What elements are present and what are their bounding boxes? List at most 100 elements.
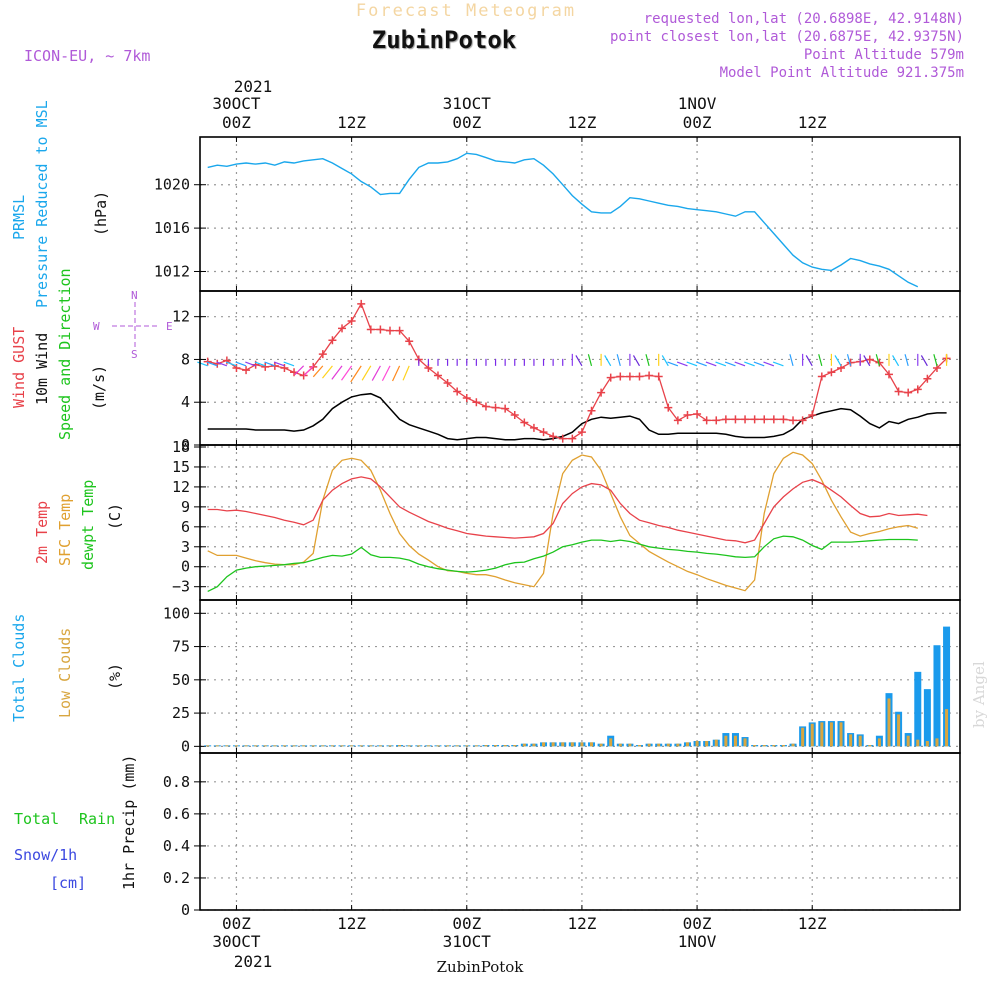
temp-unit: (C) bbox=[106, 503, 124, 530]
compass-e: E bbox=[166, 320, 173, 333]
low-cloud-bar bbox=[369, 745, 373, 747]
wind-gust-point bbox=[261, 362, 270, 371]
wind-gust-point bbox=[577, 428, 586, 437]
low-cloud-bar bbox=[465, 745, 469, 747]
low-cloud-bar bbox=[829, 722, 833, 747]
low-cloud-bar bbox=[225, 745, 229, 747]
pressure-unit: (hPa) bbox=[92, 191, 110, 236]
top-year: 2021 bbox=[234, 77, 273, 96]
wind-ytick-label: 4 bbox=[181, 393, 190, 411]
wind-gust-point bbox=[635, 372, 644, 381]
wind-gust-point bbox=[222, 356, 231, 365]
wind-gust-point bbox=[721, 415, 730, 424]
wind-gust-point bbox=[501, 404, 510, 413]
temp-sfc-label: SFC Temp bbox=[56, 494, 74, 566]
bottom-year: 2021 bbox=[234, 952, 273, 971]
low-cloud-bar bbox=[868, 745, 872, 747]
low-cloud-bar bbox=[359, 745, 363, 747]
low-cloud-bar bbox=[292, 745, 296, 747]
low-cloud-bar bbox=[849, 734, 853, 747]
wind-gust-point bbox=[817, 372, 826, 381]
location-title: ZubinPotok bbox=[372, 26, 517, 54]
wind-direction-arrow bbox=[303, 365, 314, 376]
wind-unit: (m/s) bbox=[90, 365, 108, 410]
wind-gust-point bbox=[309, 362, 318, 371]
wind-direction-arrow bbox=[846, 354, 852, 367]
wind-gust-point bbox=[798, 416, 807, 425]
wind-gust-point bbox=[760, 415, 769, 424]
low-cloud-bar bbox=[820, 722, 824, 747]
low-cloud-bar bbox=[743, 738, 747, 747]
top-hour-label: 00Z bbox=[222, 113, 251, 132]
low-cloud-bar bbox=[436, 745, 440, 747]
wind-gust-point bbox=[366, 325, 375, 334]
low-cloud-bar bbox=[474, 745, 478, 747]
wind-panel-frame bbox=[199, 290, 961, 446]
total-cloud-bar bbox=[943, 626, 951, 747]
wind-direction-arrow bbox=[322, 365, 333, 379]
low-cloud-bar bbox=[916, 739, 920, 747]
wind-gust-point bbox=[539, 428, 548, 437]
wind-direction-arrow bbox=[772, 361, 784, 367]
pressure-ytick-label: 1012 bbox=[154, 262, 190, 280]
low-cloud-bar bbox=[685, 742, 689, 747]
temperature-ytick-label: 3 bbox=[181, 538, 190, 556]
compass-s: S bbox=[131, 348, 138, 361]
low-cloud-bar bbox=[388, 745, 392, 747]
low-cloud-bar bbox=[714, 739, 718, 747]
low-cloud-bar bbox=[263, 745, 267, 747]
wind-direction-arrow bbox=[753, 361, 765, 367]
wind-direction-arrow bbox=[696, 361, 707, 367]
pressure-ytick-label: 1020 bbox=[154, 176, 190, 194]
precip-total-label: Total bbox=[14, 810, 59, 828]
wind-gust-point bbox=[338, 324, 347, 333]
temp-dewpt-line bbox=[207, 535, 918, 592]
low-cloud-bar bbox=[801, 727, 805, 747]
wind-direction-arrow bbox=[402, 365, 410, 381]
wind-direction-arrow bbox=[863, 355, 871, 367]
top-date-label: 31OCT bbox=[443, 94, 492, 113]
wind-gust-point bbox=[318, 350, 327, 359]
low-cloud-bar bbox=[887, 698, 891, 747]
temperature-ytick-label: 9 bbox=[181, 498, 190, 516]
low-cloud-bar bbox=[532, 743, 536, 747]
low-cloud-bar bbox=[580, 742, 584, 747]
temperature-ytick-label: 12 bbox=[172, 478, 190, 496]
footer-location: ZubinPotok bbox=[437, 958, 525, 976]
low-cloud-bar bbox=[762, 745, 766, 747]
wind-direction-arrow bbox=[254, 361, 266, 367]
wind-direction-arrow bbox=[587, 354, 593, 367]
top-hour-label: 12Z bbox=[798, 113, 827, 132]
wind-gust-point bbox=[472, 398, 481, 407]
wind-direction-arrow bbox=[341, 365, 353, 381]
wind-gust-point bbox=[510, 411, 519, 420]
low-cloud-bar bbox=[570, 742, 574, 747]
wind-gust-point bbox=[923, 374, 932, 383]
wind-direction-arrow bbox=[715, 361, 727, 367]
wind-ytick-label: 12 bbox=[172, 308, 190, 326]
low-cloud-bar bbox=[590, 742, 594, 747]
low-cloud-bar bbox=[254, 745, 258, 747]
precip-panel-frame bbox=[199, 752, 961, 911]
wind-gust-point bbox=[654, 372, 663, 381]
compass-n: N bbox=[131, 289, 138, 302]
wind-direction-arrow bbox=[225, 361, 237, 367]
wind-direction-arrow bbox=[264, 361, 276, 367]
low-cloud-bar bbox=[321, 745, 325, 747]
wind-gust-point bbox=[529, 423, 538, 432]
low-cloud-bar bbox=[311, 745, 315, 747]
low-cloud-bar bbox=[666, 743, 670, 747]
requested-coords: requested lon,lat (20.6898E, 42.9148N) bbox=[644, 11, 964, 27]
wind-direction-arrow bbox=[312, 365, 324, 378]
precip-ytick-label: 0 bbox=[181, 901, 190, 919]
low-cloud-bar bbox=[657, 743, 661, 747]
low-cloud-bar bbox=[733, 735, 737, 747]
wind-direction-arrow bbox=[834, 355, 842, 367]
wind-direction-arrow bbox=[350, 365, 362, 383]
cloud-unit: (%) bbox=[106, 663, 124, 690]
low-cloud-bar bbox=[542, 742, 546, 747]
wind-gust-point bbox=[347, 316, 356, 325]
wind-gust-point bbox=[395, 326, 404, 335]
